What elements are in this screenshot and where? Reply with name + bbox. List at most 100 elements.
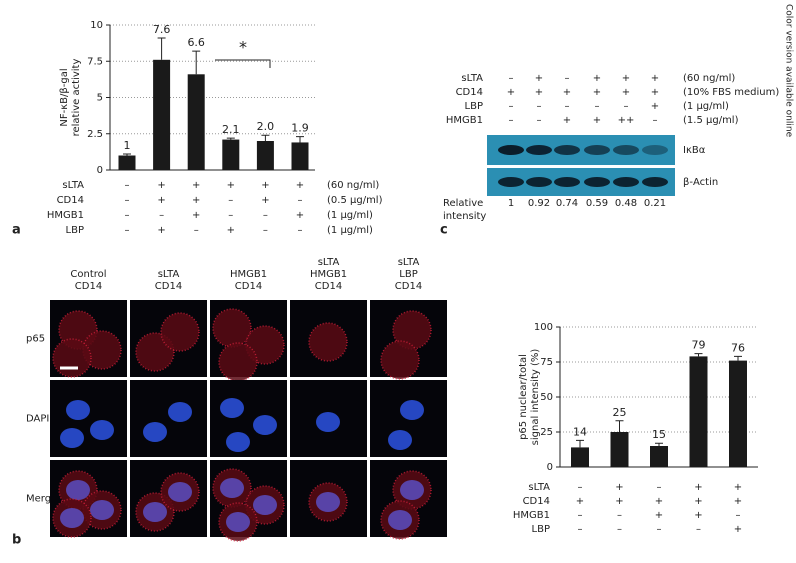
condition-mark: – <box>228 210 233 221</box>
condition-mark: – <box>624 101 629 112</box>
blot-band <box>613 145 639 155</box>
value-label: 15 <box>652 428 666 441</box>
condition-name: HMGB1 <box>513 510 550 521</box>
nucleus <box>253 495 277 515</box>
condition-mark: + <box>157 225 165 236</box>
condition-unit: (60 ng/ml) <box>327 180 379 191</box>
column-header: CD14 <box>315 281 342 292</box>
nucleus <box>220 478 244 498</box>
condition-mark: + <box>694 496 702 507</box>
bar <box>118 155 136 170</box>
condition-mark: + <box>227 180 235 191</box>
p65-signal <box>160 312 200 352</box>
nucleus <box>90 500 114 520</box>
bar <box>729 360 747 467</box>
condition-name: LBP <box>66 225 84 236</box>
column-header: HMGB1 <box>310 269 347 280</box>
micrograph <box>130 380 207 457</box>
intensity-value: 0.48 <box>615 198 637 209</box>
condition-mark: + <box>593 87 601 98</box>
condition-mark: – <box>565 101 570 112</box>
condition-mark: + <box>261 180 269 191</box>
nucleus <box>388 430 412 450</box>
value-label: 1 <box>124 139 131 152</box>
intensity-label: intensity <box>443 211 486 222</box>
nucleus <box>400 480 424 500</box>
y-tick-label: 50 <box>540 392 553 403</box>
condition-mark: + <box>157 180 165 191</box>
panel-label: b <box>12 533 21 548</box>
condition-mark: + <box>615 496 623 507</box>
significance-bracket <box>215 59 271 68</box>
condition-name: sLTA <box>62 180 84 191</box>
condition-mark: – <box>565 73 570 84</box>
condition-name: CD14 <box>523 496 550 507</box>
bar <box>187 74 205 170</box>
nucleus <box>90 420 114 440</box>
intensity-value: 0.21 <box>644 198 666 209</box>
condition-mark: ++ <box>618 115 635 126</box>
condition-mark: + <box>651 87 659 98</box>
condition-name: HMGB1 <box>47 210 84 221</box>
condition-mark: – <box>298 225 303 236</box>
condition-mark: + <box>622 87 630 98</box>
p65-signal <box>218 342 258 382</box>
condition-mark: – <box>125 180 130 191</box>
y-tick-label: 100 <box>534 322 553 333</box>
bar <box>610 432 629 467</box>
condition-mark: – <box>125 225 130 236</box>
intensity-value: 0.59 <box>586 198 608 209</box>
condition-unit: (1 μg/ml) <box>327 225 373 236</box>
bar <box>571 447 589 467</box>
error-bar <box>192 50 201 75</box>
condition-mark: + <box>296 180 304 191</box>
condition-mark: + <box>576 496 584 507</box>
column-header: sLTA <box>318 257 340 268</box>
condition-mark: + <box>261 195 269 206</box>
condition-mark: – <box>509 73 514 84</box>
condition-unit: (1 μg/ml) <box>327 210 373 221</box>
nucleus <box>388 510 412 530</box>
p65-signal <box>245 325 285 365</box>
value-label: 76 <box>731 341 745 354</box>
column-header: LBP <box>399 269 417 280</box>
column-header: CD14 <box>75 281 102 292</box>
error-bar <box>694 353 703 357</box>
value-label: 1.9 <box>291 122 309 135</box>
condition-mark: – <box>194 225 199 236</box>
condition-mark: + <box>535 73 543 84</box>
condition-mark: – <box>736 510 741 521</box>
condition-mark: + <box>192 195 200 206</box>
condition-mark: + <box>734 496 742 507</box>
column-header: CD14 <box>235 281 262 292</box>
condition-mark: – <box>263 210 268 221</box>
value-label: 25 <box>613 406 627 419</box>
column-header: CD14 <box>395 281 422 292</box>
condition-unit: (1 μg/ml) <box>683 101 729 112</box>
band-label: IκBα <box>683 145 706 156</box>
blot-band <box>642 145 668 155</box>
condition-name: LBP <box>465 101 483 112</box>
condition-mark: + <box>563 115 571 126</box>
panel-label: a <box>12 223 21 238</box>
intensity-value: 1 <box>508 198 514 209</box>
condition-name: sLTA <box>528 482 550 493</box>
bar <box>153 59 171 170</box>
y-tick-label: 0 <box>547 462 553 473</box>
condition-mark: – <box>228 195 233 206</box>
condition-mark: – <box>657 524 662 535</box>
condition-mark: + <box>593 115 601 126</box>
band-label: β-Actin <box>683 177 718 188</box>
panel-label: c <box>440 223 448 238</box>
condition-mark: + <box>655 496 663 507</box>
condition-name: CD14 <box>456 87 483 98</box>
annotation: * <box>239 38 247 57</box>
error-bar <box>734 355 742 361</box>
p65-signal <box>392 310 432 350</box>
column-header: sLTA <box>158 269 180 280</box>
condition-mark: – <box>537 115 542 126</box>
p65-signal <box>212 308 252 348</box>
condition-mark: + <box>615 482 623 493</box>
condition-name: CD14 <box>57 195 84 206</box>
error-bar <box>615 420 624 432</box>
